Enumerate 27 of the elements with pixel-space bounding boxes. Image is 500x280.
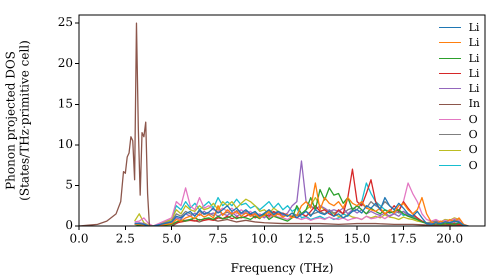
legend-label: O (468, 158, 478, 173)
x-axis-title: Frequency (THz) (230, 260, 334, 275)
x-tick-label: 10.0 (251, 231, 278, 246)
legend-label: Li (468, 81, 480, 96)
legend-label: O (468, 142, 478, 158)
legend-label: Li (468, 35, 480, 51)
x-tick-label: 12.5 (297, 231, 324, 246)
y-axis-title: Phonon projected DOS (States/THz·primitive cell) (3, 40, 32, 201)
x-tick-label: 2.5 (116, 231, 135, 246)
legend-label: Li (468, 20, 480, 36)
x-tick-label: 17.5 (390, 231, 417, 246)
x-tick-label: 7.5 (208, 231, 228, 246)
y-tick-label: 0 (65, 218, 73, 232)
y-tick-label: 25 (58, 15, 73, 30)
legend-label: O (468, 127, 478, 142)
y-tick-label: 20 (58, 56, 73, 70)
legend-label: O (468, 112, 478, 128)
y-tick-label: 5 (65, 178, 73, 192)
x-tick-label: 5.0 (162, 231, 182, 246)
y-tick-label: 10 (58, 136, 73, 151)
legend-label: Li (468, 66, 480, 82)
y-tick-label: 15 (58, 96, 73, 110)
x-tick-label: 15.0 (344, 231, 370, 246)
legend-label: Li (468, 50, 480, 66)
x-tick-label: 20.0 (436, 231, 464, 246)
legend-label: In (468, 96, 480, 112)
x-tick-label: 0.0 (69, 231, 89, 246)
